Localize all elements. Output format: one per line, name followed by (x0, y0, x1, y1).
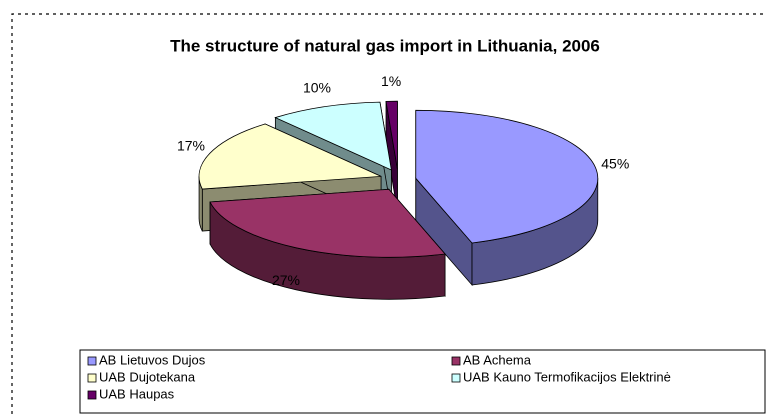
legend-label: UAB Dujotekana (99, 369, 196, 384)
legend-label: AB Achema (463, 352, 532, 367)
chart-title: The structure of natural gas import in L… (170, 36, 600, 55)
slice (274, 101, 392, 171)
data-label: 45% (601, 155, 629, 171)
legend-label: UAB Haupas (99, 386, 175, 401)
slice (415, 109, 599, 244)
legend-swatch (451, 373, 461, 383)
legend-swatch (451, 356, 461, 366)
legend-swatch (87, 373, 97, 383)
legend-swatch (87, 356, 97, 366)
slice (198, 123, 382, 190)
data-label: 17% (177, 138, 205, 154)
legend-box (79, 349, 766, 414)
slice (209, 188, 446, 258)
data-label: 1% (381, 73, 401, 89)
legend-label: UAB Kauno Termofikacijos Elektrinė (463, 369, 671, 384)
legend-swatch (87, 390, 97, 400)
data-label: 27% (272, 272, 300, 288)
pie-tops (198, 100, 599, 258)
slice (385, 100, 398, 170)
data-label: 10% (303, 80, 331, 96)
chart-border (11, 13, 766, 414)
legend-label: AB Lietuvos Dujos (99, 352, 206, 367)
